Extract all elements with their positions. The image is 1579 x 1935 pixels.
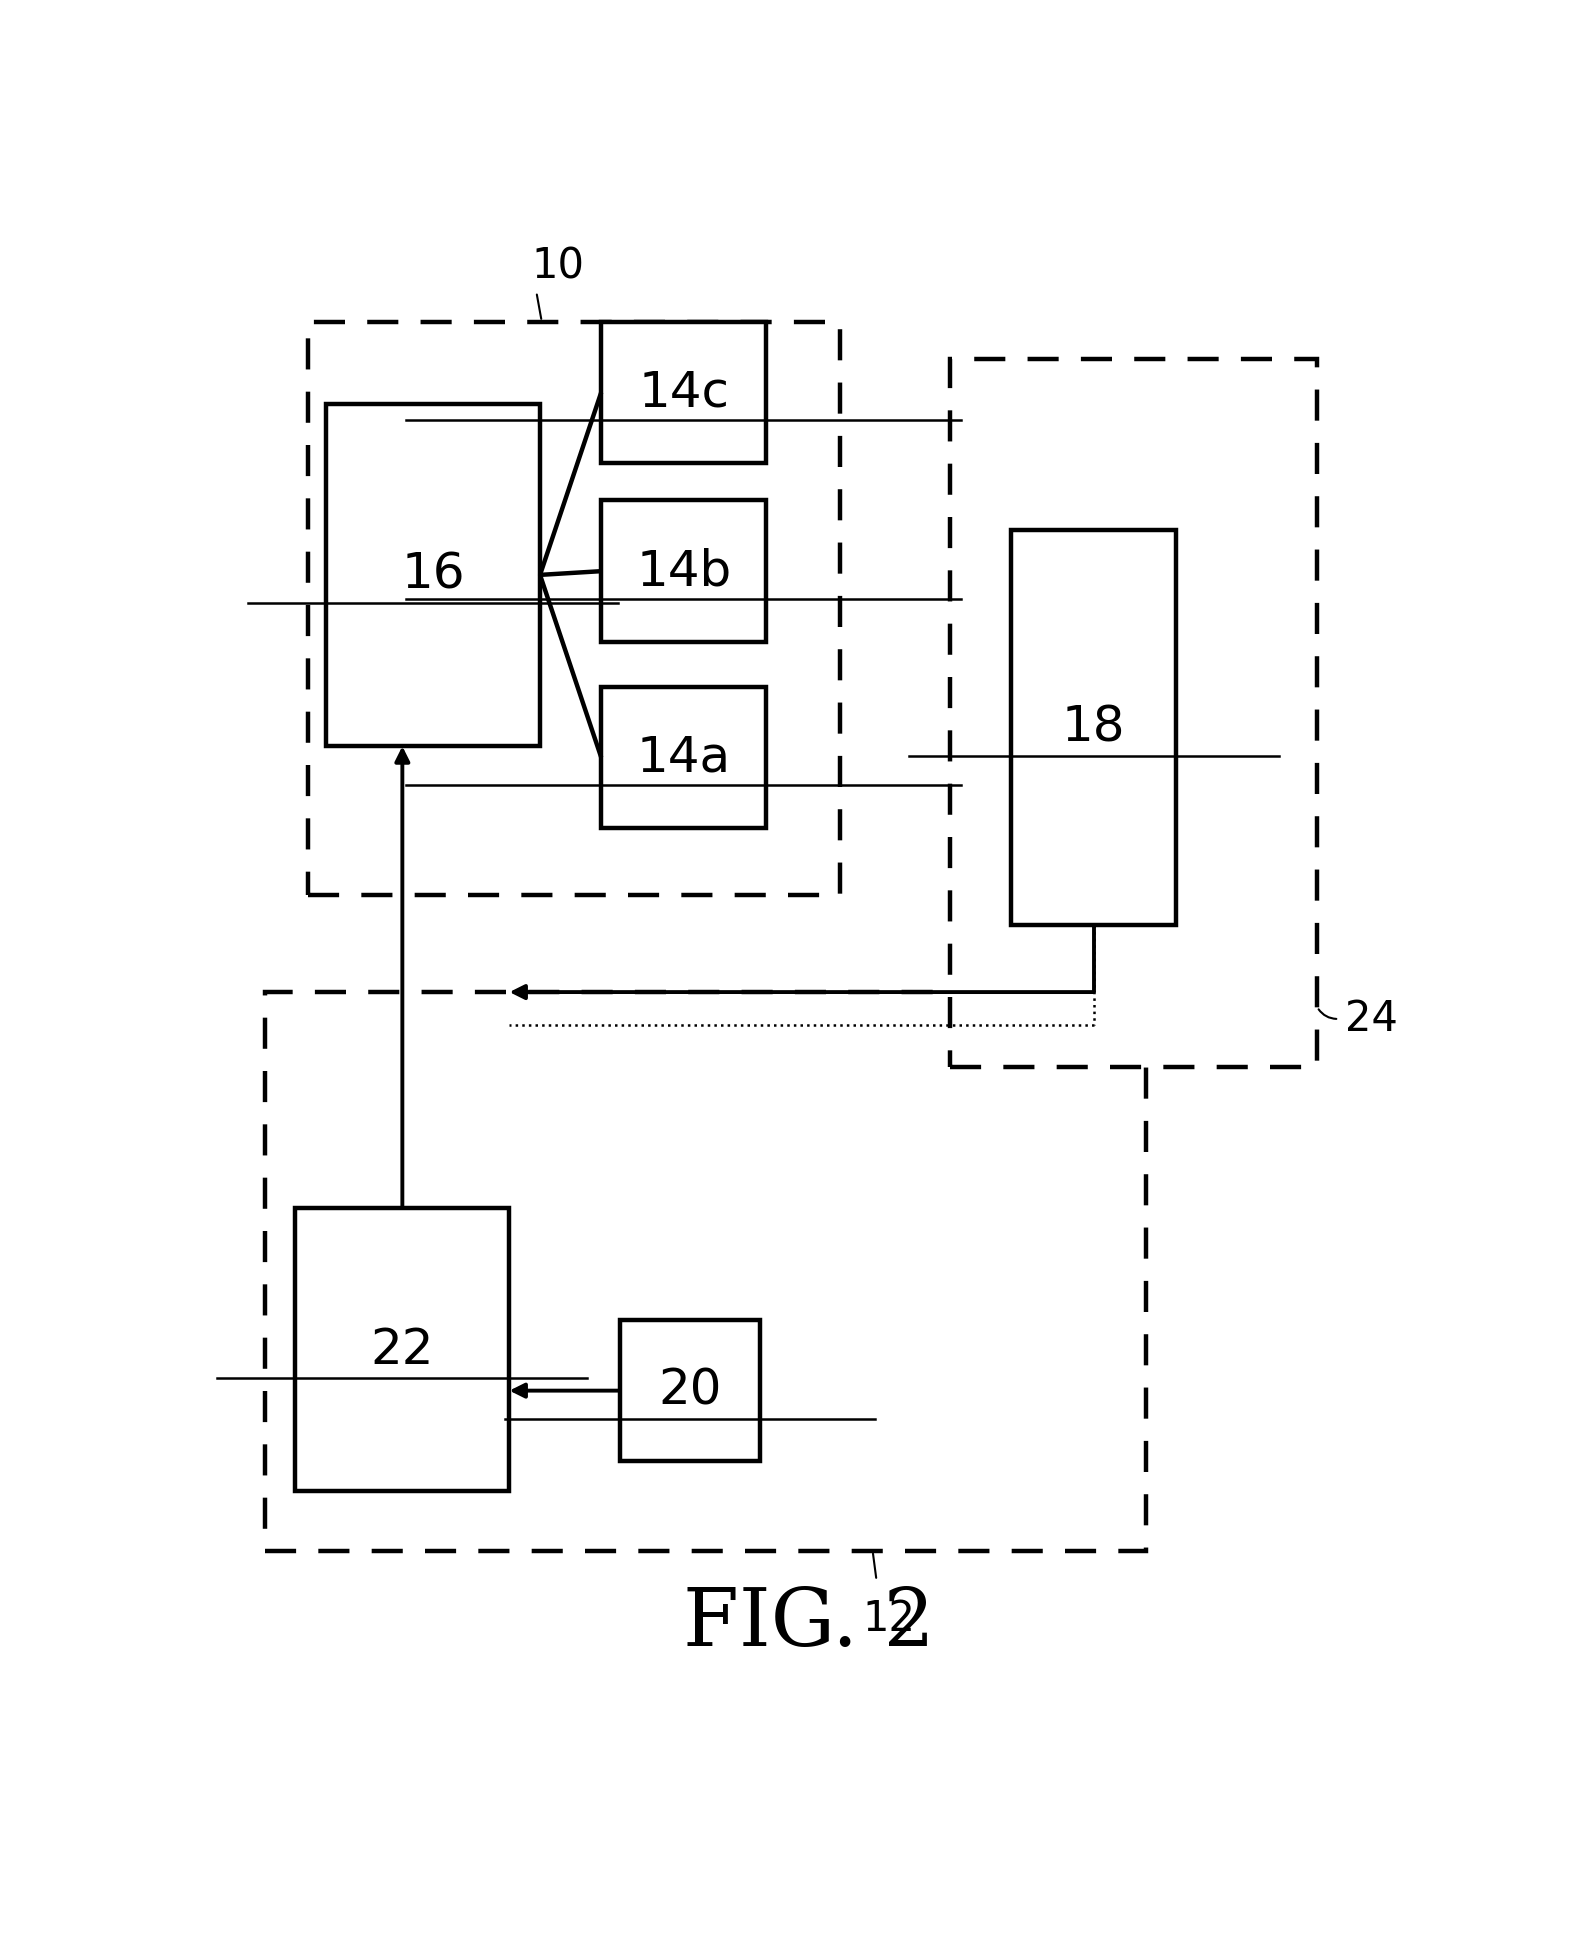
Bar	[308, 321, 840, 896]
Bar	[951, 358, 1317, 1066]
Text: 10: 10	[532, 246, 584, 286]
Bar	[295, 1207, 510, 1492]
Text: FIG. 2: FIG. 2	[684, 1585, 935, 1662]
Text: 22: 22	[371, 1325, 434, 1374]
Bar	[619, 1320, 761, 1461]
Text: 14c: 14c	[638, 368, 729, 416]
Bar	[602, 687, 766, 828]
Text: 20: 20	[658, 1366, 722, 1414]
Text: 24: 24	[1345, 998, 1397, 1039]
Bar	[265, 993, 1146, 1550]
Text: 14b: 14b	[636, 548, 731, 596]
Bar	[602, 501, 766, 642]
Text: 16: 16	[401, 551, 464, 600]
Text: 12: 12	[862, 1598, 916, 1641]
Bar	[602, 321, 766, 462]
Text: 14a: 14a	[636, 733, 731, 782]
Bar	[1011, 530, 1176, 925]
Bar	[325, 404, 540, 747]
Text: 18: 18	[1063, 704, 1126, 751]
